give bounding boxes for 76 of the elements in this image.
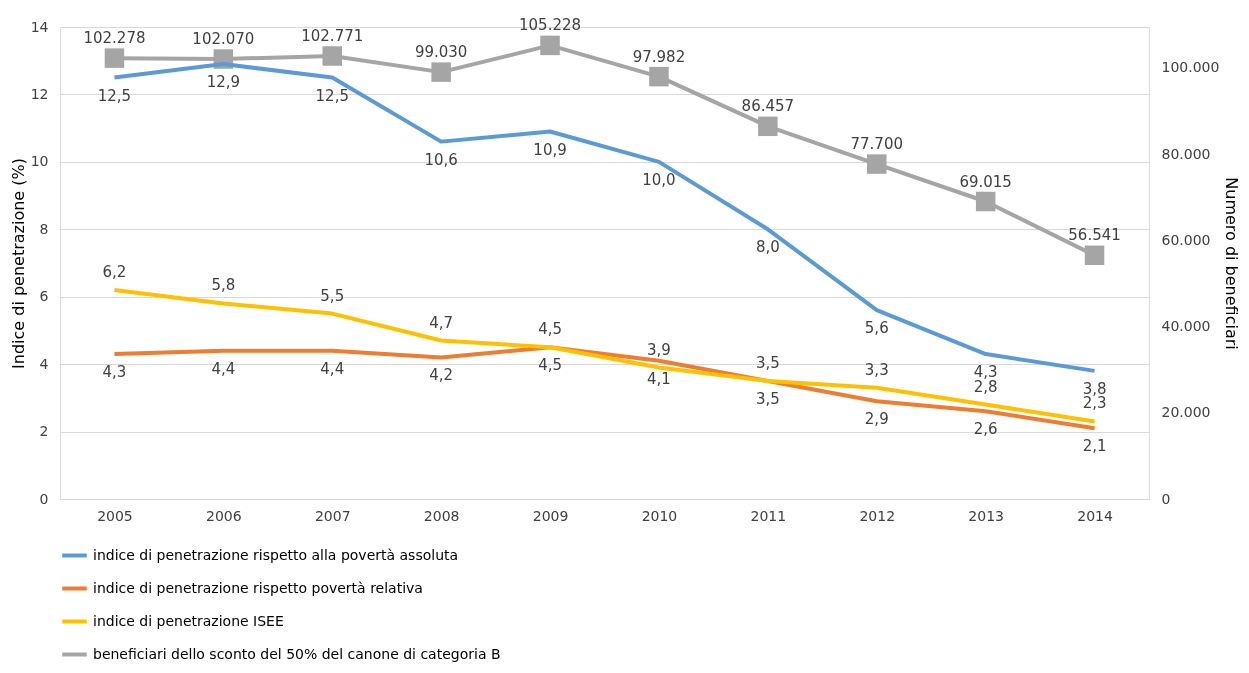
data-label: 102.070: [192, 30, 255, 49]
data-label: 4,4: [211, 359, 236, 378]
y-tick-label: 2: [39, 423, 49, 440]
point: [649, 66, 669, 87]
point: [975, 191, 996, 212]
data-label: 10,9: [533, 140, 567, 159]
data-label: 10,0: [642, 170, 676, 189]
data-label: 2,1: [1082, 437, 1107, 456]
point: [431, 62, 451, 82]
y2-tick-label: 0: [1161, 490, 1171, 507]
data-label: 2,9: [864, 410, 889, 429]
point: [867, 154, 887, 174]
y-tick-label: 12: [30, 85, 49, 102]
data-label: 3,5: [755, 390, 780, 408]
y2-tick-label: 20.000: [1161, 404, 1211, 421]
data-label: 3,9: [647, 340, 671, 359]
point: [540, 35, 560, 56]
data-label: 12,9: [206, 73, 241, 92]
data-label: 4,4: [320, 359, 345, 378]
data-label: 56.541: [1068, 226, 1121, 245]
x-tick-label: 2010: [641, 507, 678, 524]
y2-tick-label: 80.000: [1161, 145, 1211, 162]
point: [104, 48, 125, 68]
data-label: 4,7: [429, 313, 454, 332]
legend-label: indice di penetrazione rispetto alla povertà assoluta: [93, 546, 459, 563]
x-tick-label: 2011: [750, 507, 787, 524]
y2-tick-label: 60.000: [1161, 231, 1211, 248]
x-tick-label: 2006: [206, 507, 242, 524]
data-label: 4,5: [538, 356, 562, 375]
data-label: 4,2: [429, 366, 454, 385]
data-label: 3,3: [864, 360, 889, 379]
data-label: 12,5: [315, 86, 349, 105]
y2-axis-title: Numero di beneficiari: [1222, 177, 1242, 350]
x-tick-label: 2014: [1077, 507, 1113, 524]
x-tick-label: 2012: [859, 507, 896, 524]
data-label: 77.700: [850, 135, 903, 154]
y2-tick-label: 40.000: [1161, 318, 1211, 335]
data-label: 69.015: [959, 172, 1012, 191]
y-axis-title: Indice di penetrazione (%): [8, 158, 28, 369]
data-label: 3,5: [755, 354, 780, 372]
data-label: 8,0: [755, 238, 780, 257]
data-label: 4,3: [102, 363, 127, 382]
x-tick-label: 2005: [97, 507, 133, 524]
data-label: 4,1: [647, 369, 671, 388]
point: [758, 116, 778, 137]
x-tick-label: 2008: [423, 507, 460, 524]
y-tick-label: 8: [39, 220, 49, 237]
x-tick-label: 2009: [532, 507, 569, 524]
data-label: 6,2: [102, 262, 127, 281]
data-label: 5,8: [211, 276, 236, 295]
y-tick-label: 10: [30, 153, 49, 170]
data-label: 99.030: [414, 43, 468, 62]
data-label: 2,6: [973, 420, 998, 439]
x-tick-label: 2013: [968, 507, 1004, 524]
data-label: 5,5: [320, 286, 345, 305]
data-label: 97.982: [632, 47, 686, 66]
data-label: 3,8: [1082, 379, 1107, 398]
data-label: 12,5: [97, 86, 132, 105]
data-label: 10,6: [424, 150, 458, 169]
data-label: 105.228: [519, 16, 582, 35]
data-label: 102.278: [83, 29, 146, 48]
y-tick-label: 6: [39, 288, 49, 305]
point: [1084, 245, 1105, 266]
point: [322, 46, 342, 66]
data-label: 4,5: [538, 320, 562, 339]
legend-label: indice di penetrazione ISEE: [93, 612, 284, 629]
data-label: 5,6: [864, 319, 889, 338]
data-label: 86.457: [741, 97, 795, 116]
y-tick-label: 0: [39, 490, 49, 507]
y-tick-label: 14: [30, 18, 49, 35]
data-label: 102.771: [301, 27, 364, 46]
y-tick-label: 4: [39, 355, 49, 372]
x-tick-label: 2007: [314, 507, 351, 524]
legend-label: beneficiari dello sconto del 50% del canone di categoria B: [93, 645, 501, 662]
y2-tick-label: 100.000: [1161, 59, 1220, 76]
legend-label: indice di penetrazione rispetto povertà relativa: [93, 579, 423, 596]
